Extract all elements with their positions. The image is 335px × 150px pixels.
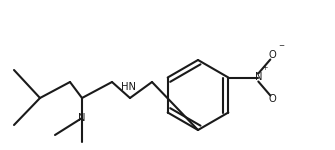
Text: N: N (78, 113, 86, 123)
Text: N: N (255, 72, 262, 83)
Text: HN: HN (121, 82, 135, 92)
Text: O: O (268, 94, 276, 105)
Text: −: − (278, 44, 284, 50)
Text: O: O (268, 51, 276, 60)
Text: +: + (263, 66, 268, 72)
